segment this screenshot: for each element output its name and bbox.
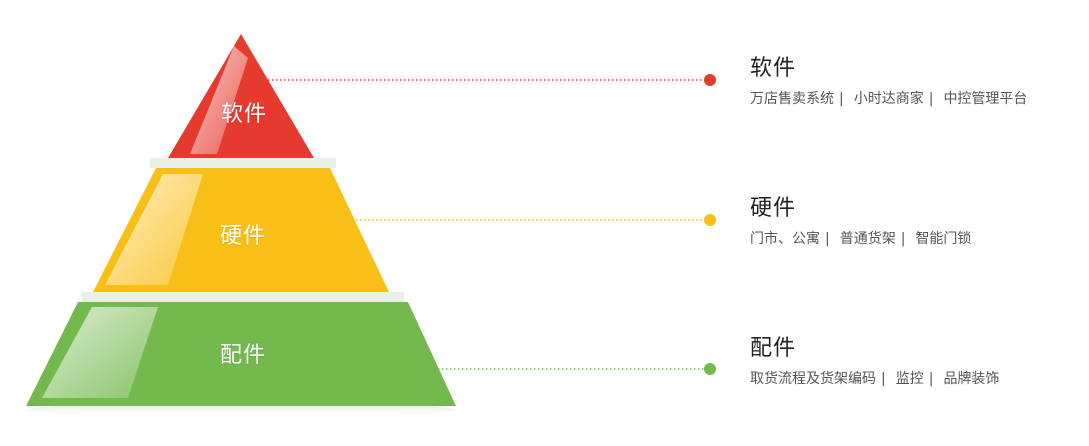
legend-title: 配件 bbox=[750, 336, 797, 361]
legend-items: 万店售卖系统 | 小时达商家 | 中控管理平台 bbox=[750, 90, 1027, 108]
item-separator: | bbox=[839, 91, 844, 107]
legend-accessories: 配件 取货流程及货架编码 | 监控 | 品牌装饰 bbox=[750, 336, 999, 388]
legend-title: 软件 bbox=[750, 56, 797, 81]
tier-label-accessories: 配件 bbox=[219, 343, 266, 368]
item-separator: | bbox=[825, 231, 830, 247]
tier-separator-bar bbox=[150, 158, 336, 168]
item-separator: | bbox=[900, 231, 906, 247]
legend-item: 门市、公寓 bbox=[750, 231, 820, 247]
tier-label-hardware: 硬件 bbox=[219, 224, 266, 249]
legend-software: 软件 万店售卖系统 | 小时达商家 | 中控管理平台 bbox=[750, 56, 1027, 108]
legend-item: 监控 bbox=[895, 371, 924, 387]
item-separator: | bbox=[928, 91, 934, 107]
tier-gloss bbox=[105, 174, 203, 285]
legend-item: 中控管理平台 bbox=[943, 91, 1028, 107]
connector-dot-accessories bbox=[704, 363, 716, 375]
item-separator: | bbox=[881, 371, 886, 387]
legend-item: 智能门锁 bbox=[915, 231, 972, 247]
legend-item: 万店售卖系统 bbox=[750, 91, 834, 107]
legend-items: 门市、公寓 | 普通货架 | 智能门锁 bbox=[750, 230, 971, 248]
legend-item: 取货流程及货架编码 bbox=[750, 371, 876, 387]
legend-item: 品牌装饰 bbox=[943, 371, 1000, 387]
connector-dot-software bbox=[704, 74, 716, 86]
legend-hardware: 硬件 门市、公寓 | 普通货架 | 智能门锁 bbox=[750, 196, 971, 248]
legend-title: 硬件 bbox=[750, 196, 797, 221]
legend-items: 取货流程及货架编码 | 监控 | 品牌装饰 bbox=[750, 370, 999, 388]
item-separator: | bbox=[928, 371, 934, 387]
tier-label-software: 软件 bbox=[220, 102, 267, 127]
tier-gloss bbox=[42, 307, 158, 398]
tier-separator-bar bbox=[82, 292, 404, 302]
legend-item: 普通货架 bbox=[839, 231, 896, 247]
legend-item: 小时达商家 bbox=[853, 91, 924, 107]
tier-gloss bbox=[190, 46, 248, 154]
connector-dot-hardware bbox=[704, 214, 716, 226]
